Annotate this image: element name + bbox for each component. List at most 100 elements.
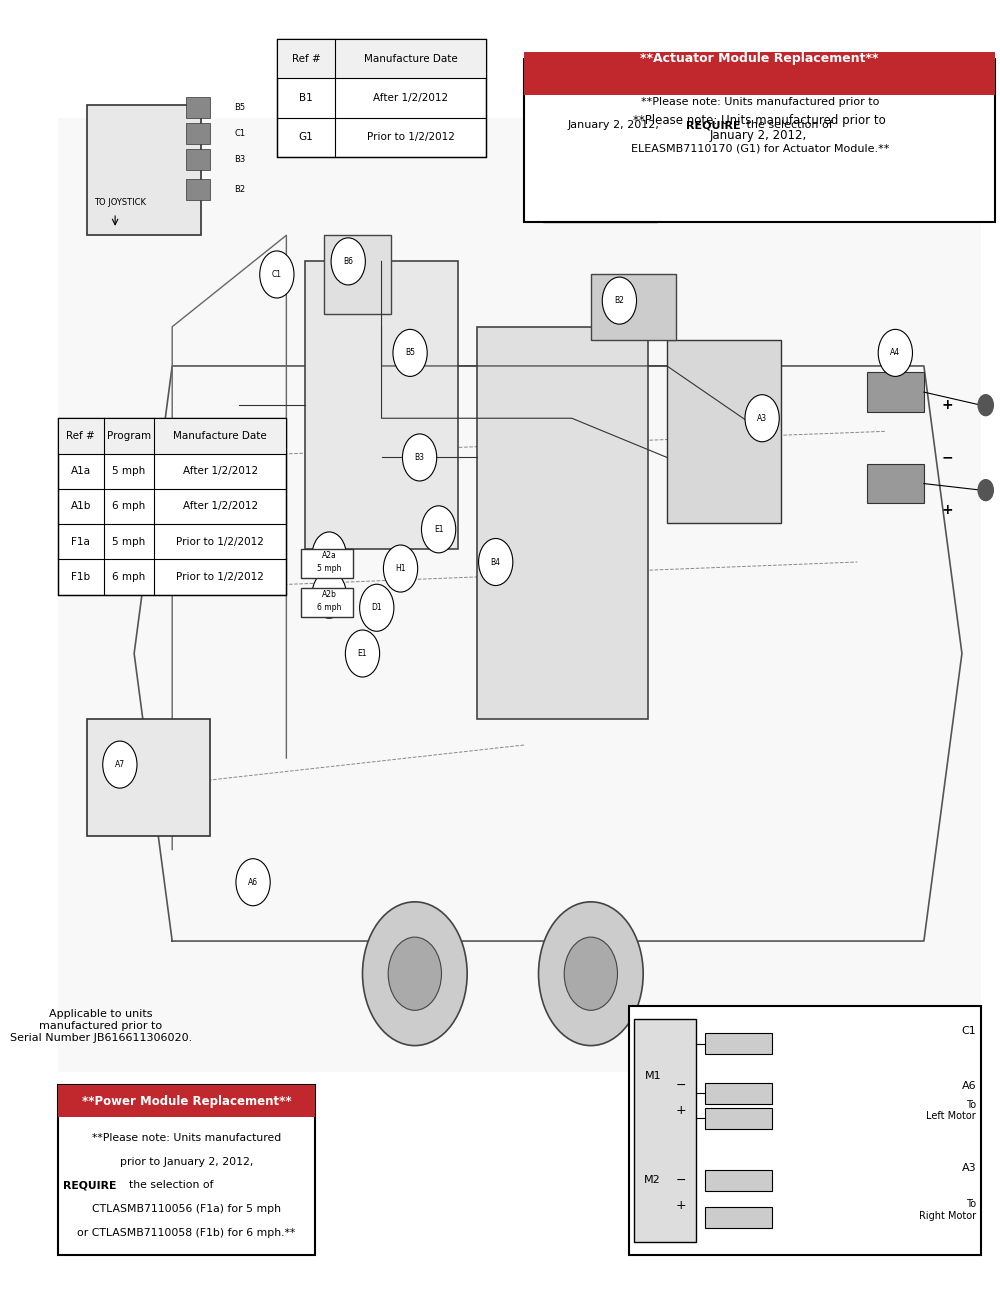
Text: To
Right Motor: To Right Motor: [919, 1200, 976, 1221]
Bar: [477, 327, 648, 719]
Text: Program: Program: [107, 431, 151, 440]
Circle shape: [539, 902, 643, 1046]
Text: B2: B2: [614, 297, 624, 305]
Text: **Power Module Replacement**: **Power Module Replacement**: [82, 1095, 291, 1107]
Bar: [58, 1085, 315, 1255]
Bar: [58, 118, 981, 1072]
Circle shape: [312, 571, 346, 618]
Text: B4: B4: [491, 558, 501, 566]
Text: B1: B1: [299, 93, 313, 103]
Text: A1b: A1b: [71, 502, 91, 511]
Bar: [301, 588, 353, 617]
Bar: [186, 123, 210, 144]
Text: or CTLASMB7110058 (F1b) for 6 mph.**: or CTLASMB7110058 (F1b) for 6 mph.**: [77, 1227, 296, 1238]
Circle shape: [388, 937, 441, 1010]
Circle shape: [526, 133, 560, 180]
Text: +: +: [676, 1104, 687, 1117]
Text: 6 mph: 6 mph: [112, 502, 145, 511]
Bar: [524, 59, 995, 222]
Text: +: +: [942, 399, 953, 412]
Text: **Please note: Units manufactured prior to
January 2, 2012,: **Please note: Units manufactured prior …: [633, 114, 886, 142]
Circle shape: [393, 329, 427, 376]
Circle shape: [564, 937, 617, 1010]
Circle shape: [383, 545, 418, 592]
Text: A6: A6: [248, 878, 258, 886]
Bar: [705, 1170, 772, 1191]
Bar: [186, 179, 210, 200]
Text: B5: B5: [234, 103, 245, 111]
Text: B6: B6: [343, 257, 353, 265]
Circle shape: [345, 630, 380, 677]
Text: After 1/2/2012: After 1/2/2012: [183, 467, 258, 476]
Bar: [524, 52, 995, 95]
Text: A2b: A2b: [322, 591, 337, 599]
Text: −: −: [676, 1174, 686, 1187]
Text: D1: D1: [371, 604, 382, 612]
Text: ELEASMB7110170 (G1) for Actuator Module.**: ELEASMB7110170 (G1) for Actuator Module.…: [631, 144, 889, 154]
Text: A1a: A1a: [71, 467, 91, 476]
Text: E1: E1: [358, 650, 367, 657]
Circle shape: [978, 480, 993, 501]
Text: To
Left Motor: To Left Motor: [926, 1100, 976, 1121]
Circle shape: [878, 329, 912, 376]
Circle shape: [745, 395, 779, 442]
Bar: [543, 170, 657, 222]
Circle shape: [260, 251, 294, 298]
Text: A2a: A2a: [322, 552, 337, 559]
Text: Prior to 1/2/2012: Prior to 1/2/2012: [176, 537, 264, 546]
Text: C1: C1: [234, 129, 245, 137]
Bar: [634, 1019, 696, 1242]
Text: A4: A4: [890, 349, 900, 357]
Bar: [629, 1006, 981, 1255]
Text: H1: H1: [395, 565, 406, 572]
Circle shape: [421, 506, 456, 553]
Circle shape: [331, 238, 365, 285]
Bar: [867, 464, 924, 503]
Circle shape: [236, 859, 270, 906]
Bar: [277, 39, 486, 157]
Circle shape: [362, 902, 467, 1046]
Text: A5: A5: [538, 153, 548, 161]
Text: prior to January 2, 2012,: prior to January 2, 2012,: [120, 1157, 253, 1167]
Text: −: −: [942, 451, 953, 464]
Text: 5 mph: 5 mph: [112, 537, 145, 546]
Circle shape: [312, 532, 346, 579]
Text: −: −: [676, 1080, 686, 1093]
Bar: [186, 149, 210, 170]
Bar: [705, 1033, 772, 1053]
Circle shape: [360, 584, 394, 631]
Text: After 1/2/2012: After 1/2/2012: [183, 502, 258, 511]
Text: A6: A6: [962, 1081, 976, 1091]
Bar: [591, 274, 676, 340]
Text: January 2, 2012,: January 2, 2012,: [567, 120, 662, 131]
Text: F1a: F1a: [71, 537, 90, 546]
Circle shape: [402, 434, 437, 481]
Bar: [867, 372, 924, 412]
Text: M1: M1: [644, 1070, 661, 1081]
Text: Prior to 1/2/2012: Prior to 1/2/2012: [176, 572, 264, 582]
Circle shape: [602, 277, 637, 324]
Bar: [87, 105, 201, 235]
Text: B3: B3: [415, 454, 425, 461]
Text: Applicable to units
manufactured prior to
Serial Number JB616611306020.: Applicable to units manufactured prior t…: [10, 1009, 192, 1043]
Bar: [58, 1085, 315, 1117]
Text: **Please note: Units manufactured prior to: **Please note: Units manufactured prior …: [641, 97, 879, 107]
Text: B2: B2: [234, 186, 245, 193]
Bar: [324, 235, 391, 314]
Circle shape: [479, 538, 513, 586]
Text: Prior to 1/2/2012: Prior to 1/2/2012: [367, 132, 455, 142]
Circle shape: [103, 741, 137, 788]
Text: 6 mph: 6 mph: [317, 604, 341, 612]
Text: F1b: F1b: [71, 572, 90, 582]
Bar: [305, 261, 458, 549]
Text: B3: B3: [234, 156, 245, 163]
Text: A3: A3: [757, 414, 767, 422]
Text: G1: G1: [299, 132, 314, 142]
Text: B5: B5: [405, 349, 415, 357]
Text: A7: A7: [115, 761, 125, 769]
Text: the selection of: the selection of: [129, 1180, 214, 1191]
Text: +: +: [676, 1199, 687, 1212]
Text: Ref #: Ref #: [292, 54, 321, 64]
Text: M2: M2: [644, 1175, 661, 1185]
Text: A3: A3: [962, 1163, 976, 1172]
